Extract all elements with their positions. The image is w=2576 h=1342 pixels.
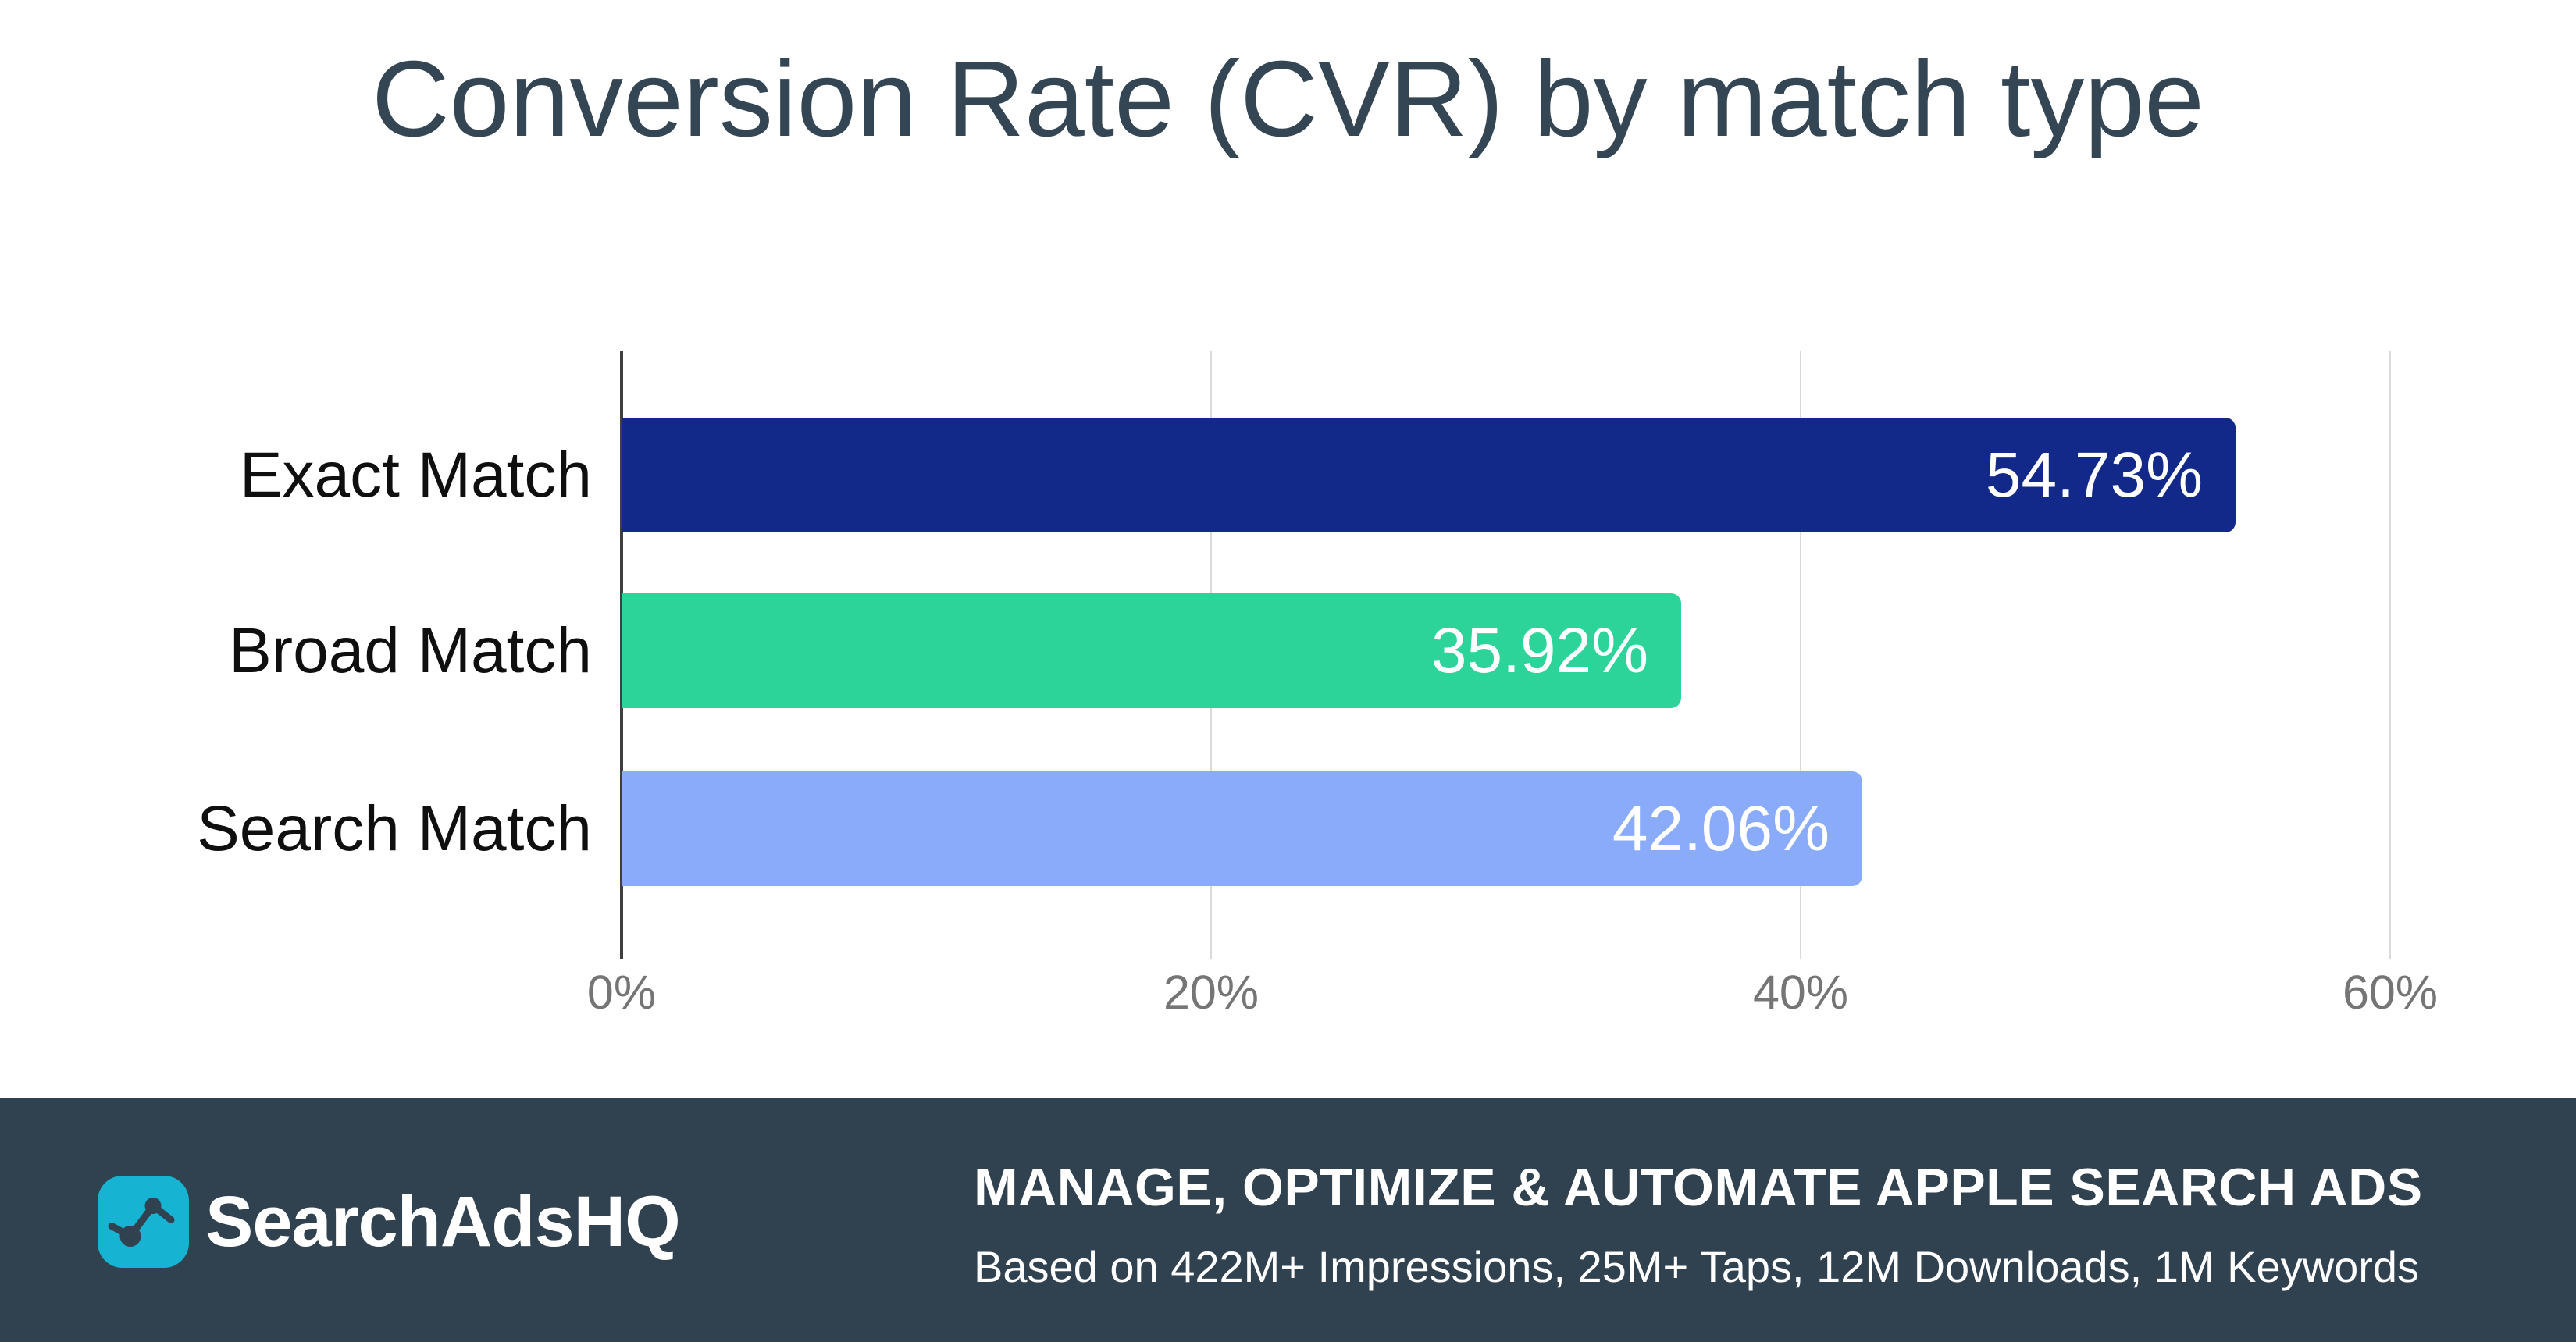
value-label-search-match: 42.06% [1612, 792, 1830, 864]
x-tick-label-20%: 20% [1163, 966, 1259, 1019]
gridline-60% [2389, 351, 2391, 959]
gridline-40% [1800, 351, 1801, 959]
footer-subtext: Based on 422M+ Impressions, 25M+ Taps, 1… [974, 1242, 2420, 1291]
bar-broad-match: 35.92% [622, 593, 1681, 708]
brand-name: SearchAdsHQ [205, 1181, 681, 1262]
x-axis-line [620, 351, 623, 959]
x-tick-label-40%: 40% [1752, 966, 1849, 1019]
category-label-broad-match: Broad Match [229, 614, 592, 686]
bar-search-match: 42.06% [622, 771, 1862, 886]
category-label-exact-match: Exact Match [239, 439, 592, 511]
footer-heading: MANAGE, OPTIMIZE & AUTOMATE APPLE SEARCH… [974, 1158, 2423, 1217]
chart-title: Conversion Rate (CVR) by match type [372, 39, 2204, 159]
value-label-exact-match: 54.73% [1985, 439, 2203, 511]
x-tick-label-0%: 0% [586, 966, 657, 1019]
line-chart-icon [108, 1198, 175, 1247]
searchadshq-logo [98, 1176, 189, 1268]
category-label-search-match: Search Match [197, 792, 592, 864]
footer-banner: SearchAdsHQ MANAGE, OPTIMIZE & AUTOMATE … [0, 1098, 2576, 1342]
value-label-broad-match: 35.92% [1431, 614, 1648, 686]
bar-exact-match: 54.73% [622, 418, 2236, 532]
x-tick-label-60%: 60% [2342, 966, 2439, 1019]
